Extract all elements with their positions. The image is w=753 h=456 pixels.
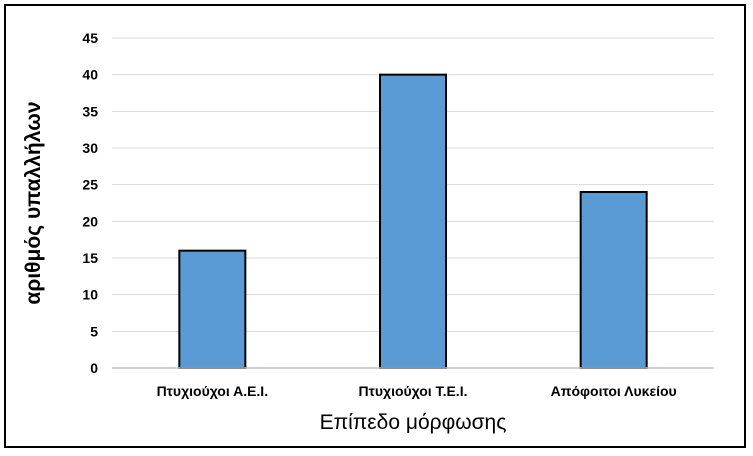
bar-2: [379, 73, 447, 370]
bar-3: [579, 191, 648, 369]
bar-1: [178, 249, 247, 370]
y-axis-title: αριθμός υπαλλήλων: [22, 101, 45, 304]
x-tick-label: Απόφοιτοι Λυκείου: [551, 383, 677, 399]
y-tick-label: 0: [90, 360, 98, 376]
y-tick-label: 10: [82, 287, 98, 303]
y-tick-label: 30: [82, 140, 98, 156]
bars: [178, 73, 648, 370]
y-tick-label: 35: [82, 103, 98, 119]
y-tick-label: 15: [82, 250, 98, 266]
x-tick-label: Πτυχιούχοι Α.Ε.Ι.: [157, 383, 269, 399]
y-tick-label: 25: [82, 177, 98, 193]
x-axis-ticks: Πτυχιούχοι Α.Ε.Ι. Πτυχιούχοι Τ.Ε.Ι. Απόφοι…: [157, 383, 677, 399]
y-tick-label: 5: [90, 323, 98, 339]
y-axis-ticks: 0 5 10 15 20 25 30 35 40 45: [82, 30, 98, 376]
x-tick-label: Πτυχιούχοι Τ.Ε.Ι.: [359, 383, 468, 399]
x-axis-title: Επίπεδο μόρφωσης: [320, 411, 507, 434]
y-tick-label: 45: [82, 30, 98, 46]
y-tick-label: 20: [82, 213, 98, 229]
chart-frame: 0 5 10 15 20 25 30 35 40 45 Πτυχιούχοι Α.Ε.Ι. Πτυχ…: [4, 4, 746, 448]
y-tick-label: 40: [82, 67, 98, 83]
